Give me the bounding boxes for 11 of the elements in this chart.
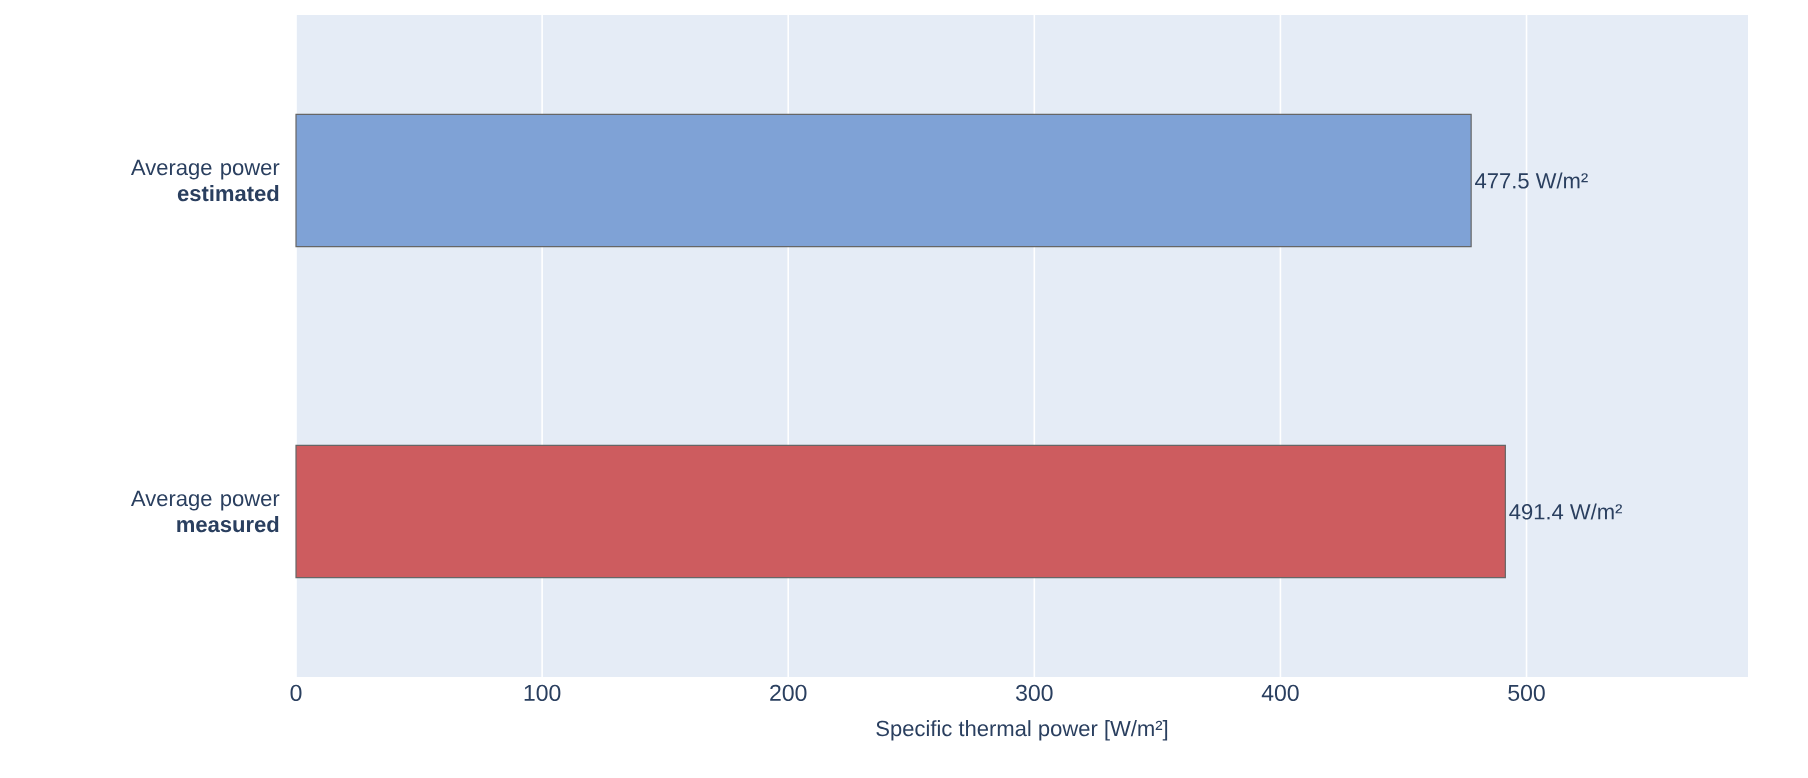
y-tick-label: Average power measured bbox=[130, 490, 280, 533]
x-tick-label: 100 bbox=[524, 684, 561, 702]
x-tick-label: 400 bbox=[1261, 684, 1299, 702]
x-tick-label: 500 bbox=[1508, 684, 1545, 702]
x-tick-label: 0 bbox=[290, 684, 302, 702]
data-label: 477.5 W/m² bbox=[1475, 172, 1588, 189]
x-axis-title: Specific thermal power [W/m²] bbox=[876, 720, 1168, 741]
x-tick-label: 300 bbox=[1016, 684, 1053, 702]
y-tick-label: Average power estimated bbox=[130, 159, 280, 202]
x-tick-label: 200 bbox=[770, 684, 807, 702]
data-label: 491.4 W/m² bbox=[1509, 503, 1622, 520]
